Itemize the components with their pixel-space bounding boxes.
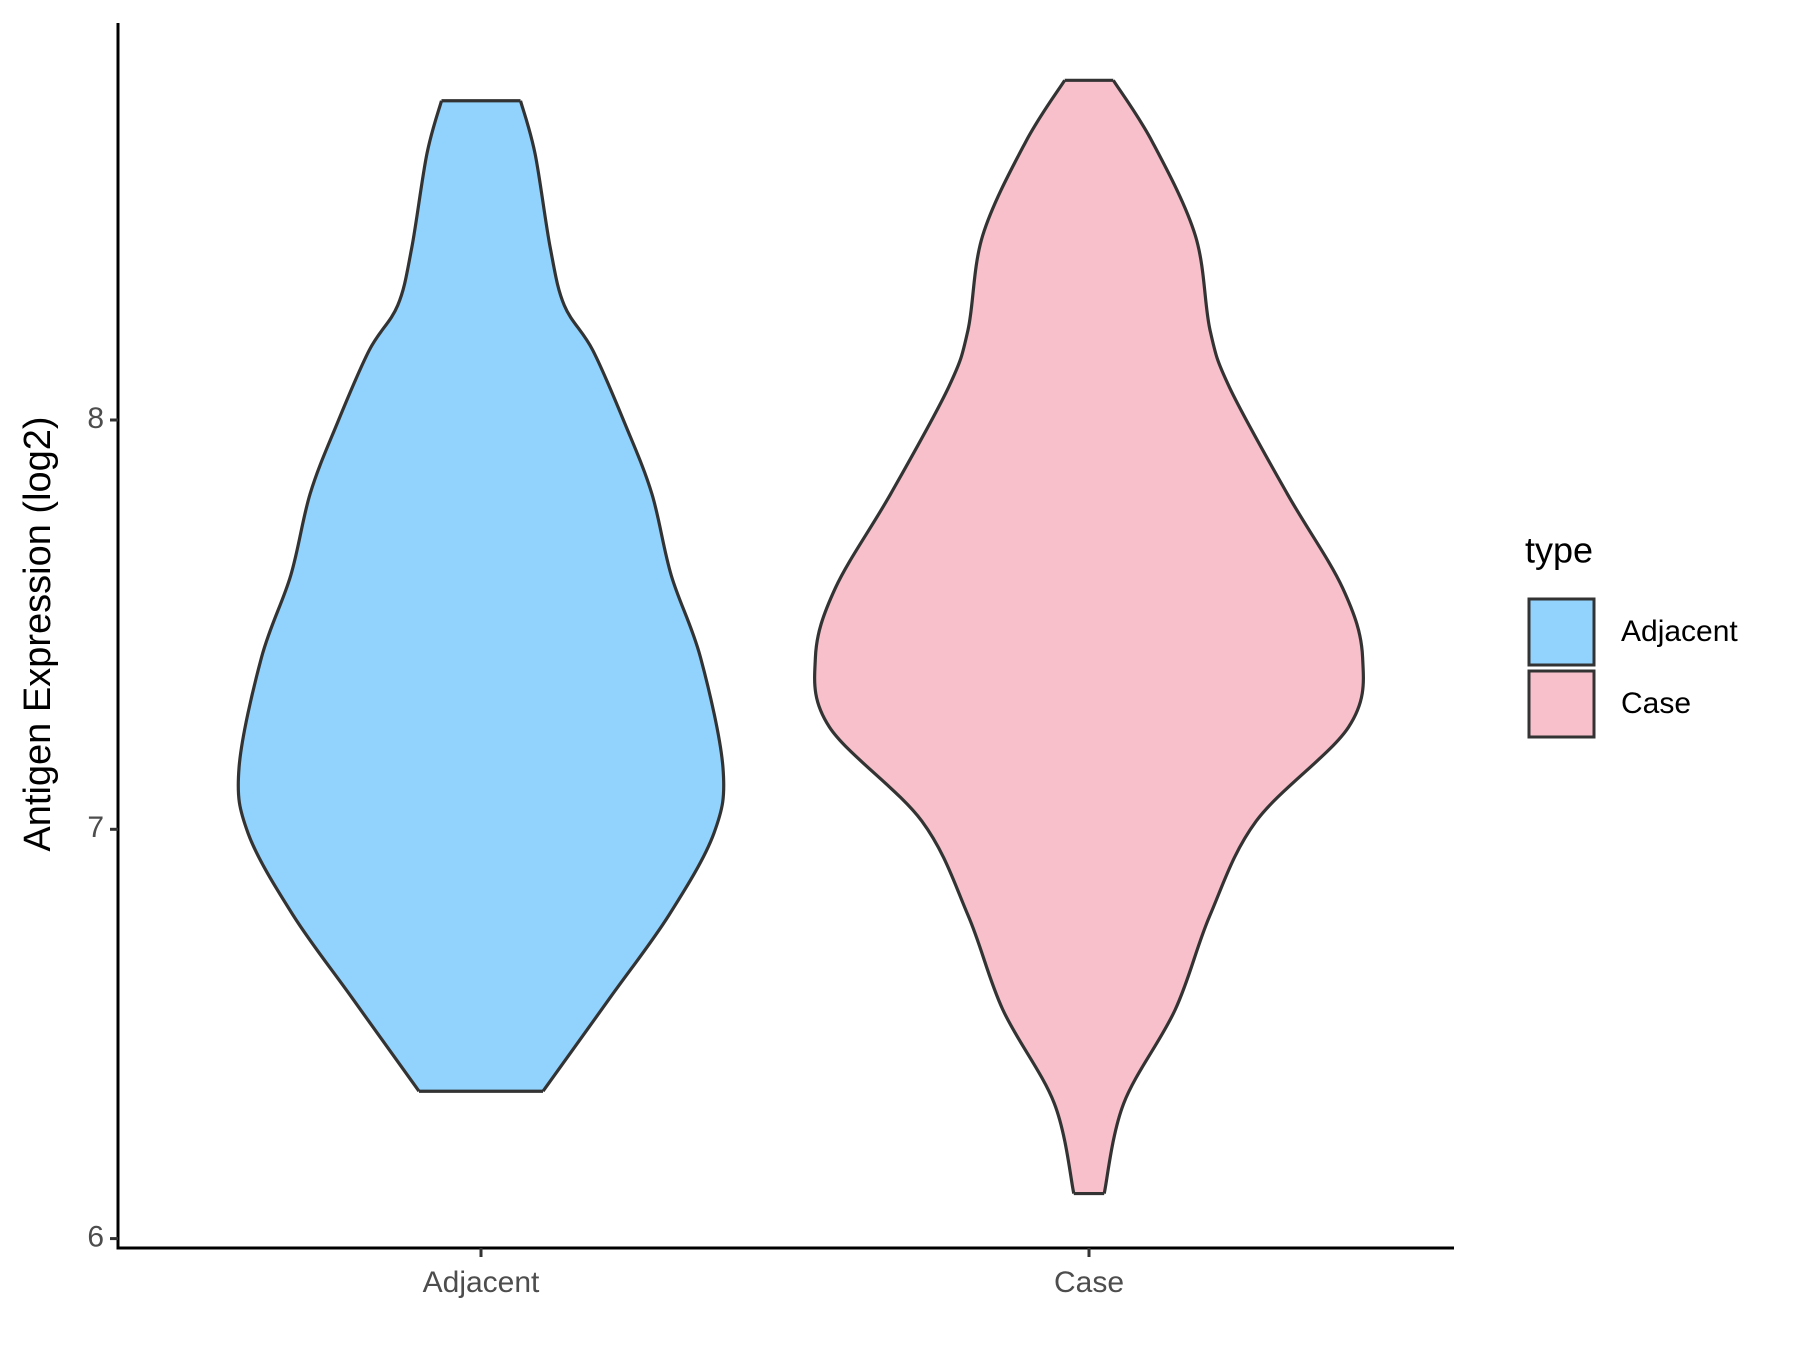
legend-title: type xyxy=(1525,530,1593,571)
legend-label: Case xyxy=(1621,687,1691,720)
y-axis-title: Antigen Expression (log2) xyxy=(17,416,59,851)
y-tick-label: 7 xyxy=(87,811,104,844)
violin-right-outline xyxy=(518,100,726,1093)
y-tick-label: 8 xyxy=(87,402,104,435)
violin-right-fill xyxy=(481,100,724,1092)
legend-key xyxy=(1527,597,1596,667)
legend-label: Adjacent xyxy=(1621,615,1738,648)
violin-left-outline xyxy=(236,100,444,1093)
legend-key xyxy=(1527,669,1596,739)
violin-left-outline xyxy=(813,79,1076,1194)
y-tick-label: 6 xyxy=(87,1221,104,1254)
violin-left-fill xyxy=(814,80,1089,1194)
violin-right-fill xyxy=(1089,80,1364,1194)
violin-right-outline xyxy=(1102,79,1365,1194)
violin-left-fill xyxy=(238,100,481,1092)
x-tick-label: Case xyxy=(1054,1266,1124,1299)
x-tick-label: Adjacent xyxy=(423,1266,540,1299)
